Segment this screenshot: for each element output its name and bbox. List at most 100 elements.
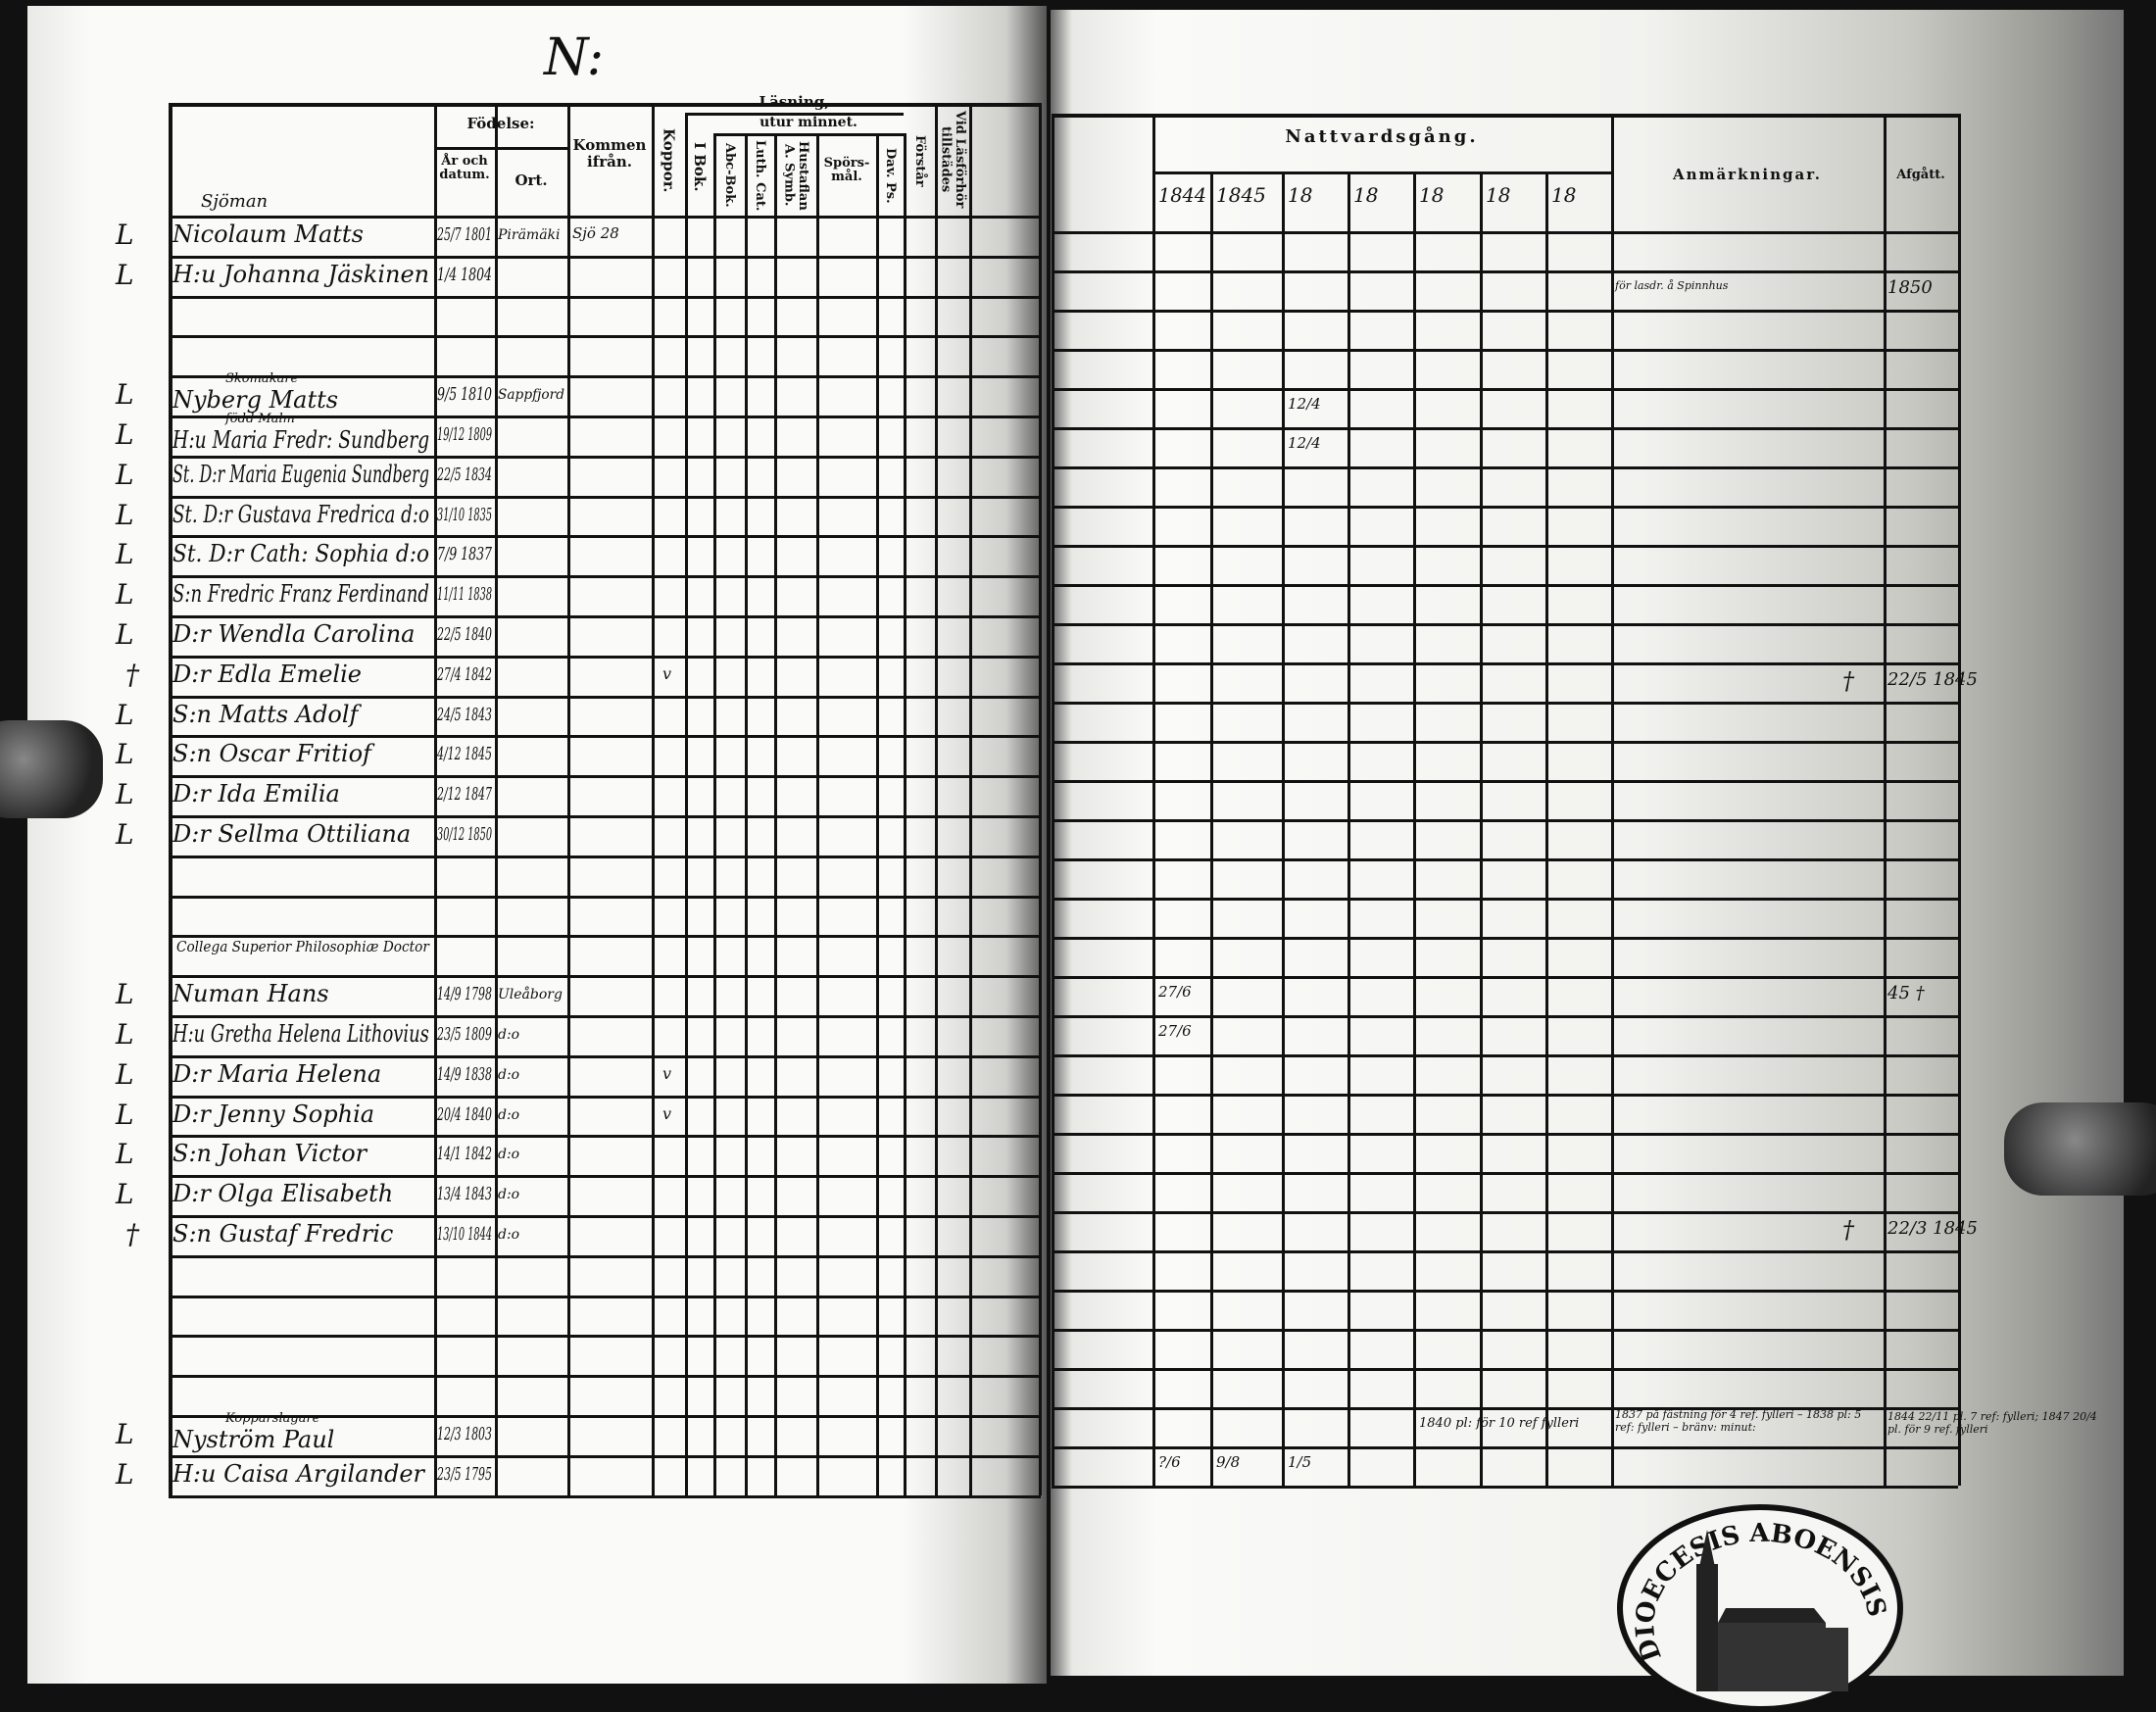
column-rule xyxy=(904,133,906,1495)
column-rule xyxy=(935,103,938,1495)
header-abc-bok: Abc-Bok. xyxy=(722,143,738,208)
occupation-title: Collega Superior Philosophiæ Doctor xyxy=(176,938,429,956)
status-mark: L xyxy=(116,738,134,771)
row-rule xyxy=(169,216,1041,219)
communion-entry: ?/6 xyxy=(1158,1453,1181,1471)
row-rule xyxy=(169,535,1041,539)
row-rule xyxy=(1052,702,1958,705)
lasning-subrule xyxy=(685,113,904,116)
row-rule xyxy=(1052,858,1958,861)
row-rule xyxy=(1052,976,1958,979)
status-mark: † xyxy=(125,658,139,691)
row-rule xyxy=(1052,349,1958,352)
column-rule xyxy=(1210,171,1213,1486)
column-rule xyxy=(745,133,748,1495)
person-name: D:r Wendla Carolina xyxy=(172,620,416,648)
status-mark: L xyxy=(116,418,134,451)
status-mark: L xyxy=(116,698,134,731)
communion-entry: 1840 pl: för 10 ref fylleri xyxy=(1419,1416,1580,1431)
birth-date: 23/5 1795 xyxy=(437,1463,492,1485)
communion-entry: 27/6 xyxy=(1158,1022,1192,1040)
birth-date: 14/1 1842 xyxy=(437,1144,492,1165)
remark: † xyxy=(1842,667,1854,695)
header-ar-och-datum: År och datum. xyxy=(439,154,490,183)
column-rule xyxy=(169,103,172,1495)
birth-date: 2/12 1847 xyxy=(437,784,492,806)
row-rule xyxy=(169,1015,1041,1018)
person-name: Numan Hans xyxy=(172,980,329,1008)
person-name: D:r Olga Elisabeth xyxy=(172,1180,394,1208)
utur-minnet-subrule xyxy=(713,133,904,136)
header-utur-minnet: utur minnet. xyxy=(760,115,858,130)
column-rule xyxy=(434,103,437,1495)
departure: 1844 22/11 pl. 7 ref: fylleri; 1847 20/4… xyxy=(1887,1410,2097,1436)
row-rule xyxy=(169,1375,1041,1379)
header-hustaflan: Hustaflan A. Symb. xyxy=(781,140,810,211)
smallpox-mark: v xyxy=(662,663,672,683)
row-rule xyxy=(1052,662,1958,665)
left-thumb xyxy=(0,720,103,818)
header-top-rule xyxy=(1052,114,1958,118)
person-name: H:u Johanna Jäskinen xyxy=(172,260,430,288)
row-rule xyxy=(1052,427,1958,430)
header-i-bok: I Bok. xyxy=(690,141,709,192)
year-header: 18 xyxy=(1288,183,1313,207)
row-rule xyxy=(169,935,1041,939)
year-header: 1844 xyxy=(1158,183,1207,207)
year-header: 18 xyxy=(1486,183,1511,207)
row-rule xyxy=(169,1215,1041,1218)
column-rule xyxy=(1282,171,1285,1486)
occupation-title: Skomakare xyxy=(225,371,299,387)
row-rule xyxy=(169,1415,1041,1418)
birth-date: 27/4 1842 xyxy=(437,663,492,685)
person-name: D:r Jenny Sophia xyxy=(172,1100,375,1128)
person-name: Nyström Paul xyxy=(172,1426,335,1453)
row-rule xyxy=(1052,270,1958,273)
header-vid-lasforhor: Vid Läsförhör tillstädes xyxy=(938,111,967,209)
row-rule xyxy=(169,1494,1041,1498)
birth-date: 14/9 1798 xyxy=(437,984,492,1005)
smallpox-mark: v xyxy=(662,1103,672,1123)
birth-date: 1/4 1804 xyxy=(437,264,493,285)
header-afgatt: Afgått. xyxy=(1896,168,1945,182)
status-mark: L xyxy=(116,1018,134,1051)
column-rule xyxy=(685,113,688,1495)
row-rule xyxy=(169,1135,1041,1139)
row-rule xyxy=(1052,1368,1958,1371)
row-rule xyxy=(1052,1446,1958,1449)
person-name: Nyberg Matts xyxy=(172,386,339,415)
person-name: S:n Fredric Franz Ferdinand xyxy=(172,580,429,609)
column-rule xyxy=(1052,114,1054,1486)
birth-date: 19/12 1809 xyxy=(437,424,493,445)
birth-place: Sappfjord xyxy=(498,387,565,404)
person-name: Nicolaum Matts xyxy=(172,220,364,248)
birth-place: d:o xyxy=(498,1147,520,1163)
column-rule xyxy=(1480,171,1483,1486)
departure: 22/5 1845 xyxy=(1887,669,1978,690)
row-rule xyxy=(1052,545,1958,548)
year-header: 18 xyxy=(1551,183,1577,207)
row-rule xyxy=(1052,819,1958,822)
status-mark: L xyxy=(116,1057,134,1091)
departure: 1850 xyxy=(1887,277,1933,298)
row-rule xyxy=(169,295,1041,299)
right-page xyxy=(1051,10,2124,1676)
row-rule xyxy=(169,855,1041,858)
row-rule xyxy=(1052,388,1958,391)
row-rule xyxy=(1052,1250,1958,1253)
birth-date: 22/5 1840 xyxy=(437,624,492,645)
smallpox-mark: v xyxy=(662,1063,672,1083)
birth-date: 14/9 1838 xyxy=(437,1063,492,1085)
status-mark: L xyxy=(116,818,134,851)
remark: 1837 på fästning för 4 ref. fylleri – 18… xyxy=(1615,1408,1862,1434)
row-rule xyxy=(1052,1486,1958,1489)
status-mark: L xyxy=(116,378,134,412)
status-mark: L xyxy=(116,978,134,1011)
birth-date: 11/11 1838 xyxy=(437,584,493,606)
column-rule xyxy=(1152,114,1155,1486)
row-rule xyxy=(169,255,1041,259)
header-luth-cat: Luth. Cat. xyxy=(753,139,768,212)
person-name: D:r Sellma Ottiliana xyxy=(172,820,412,848)
column-rule xyxy=(969,103,972,1495)
status-mark: L xyxy=(116,498,134,531)
